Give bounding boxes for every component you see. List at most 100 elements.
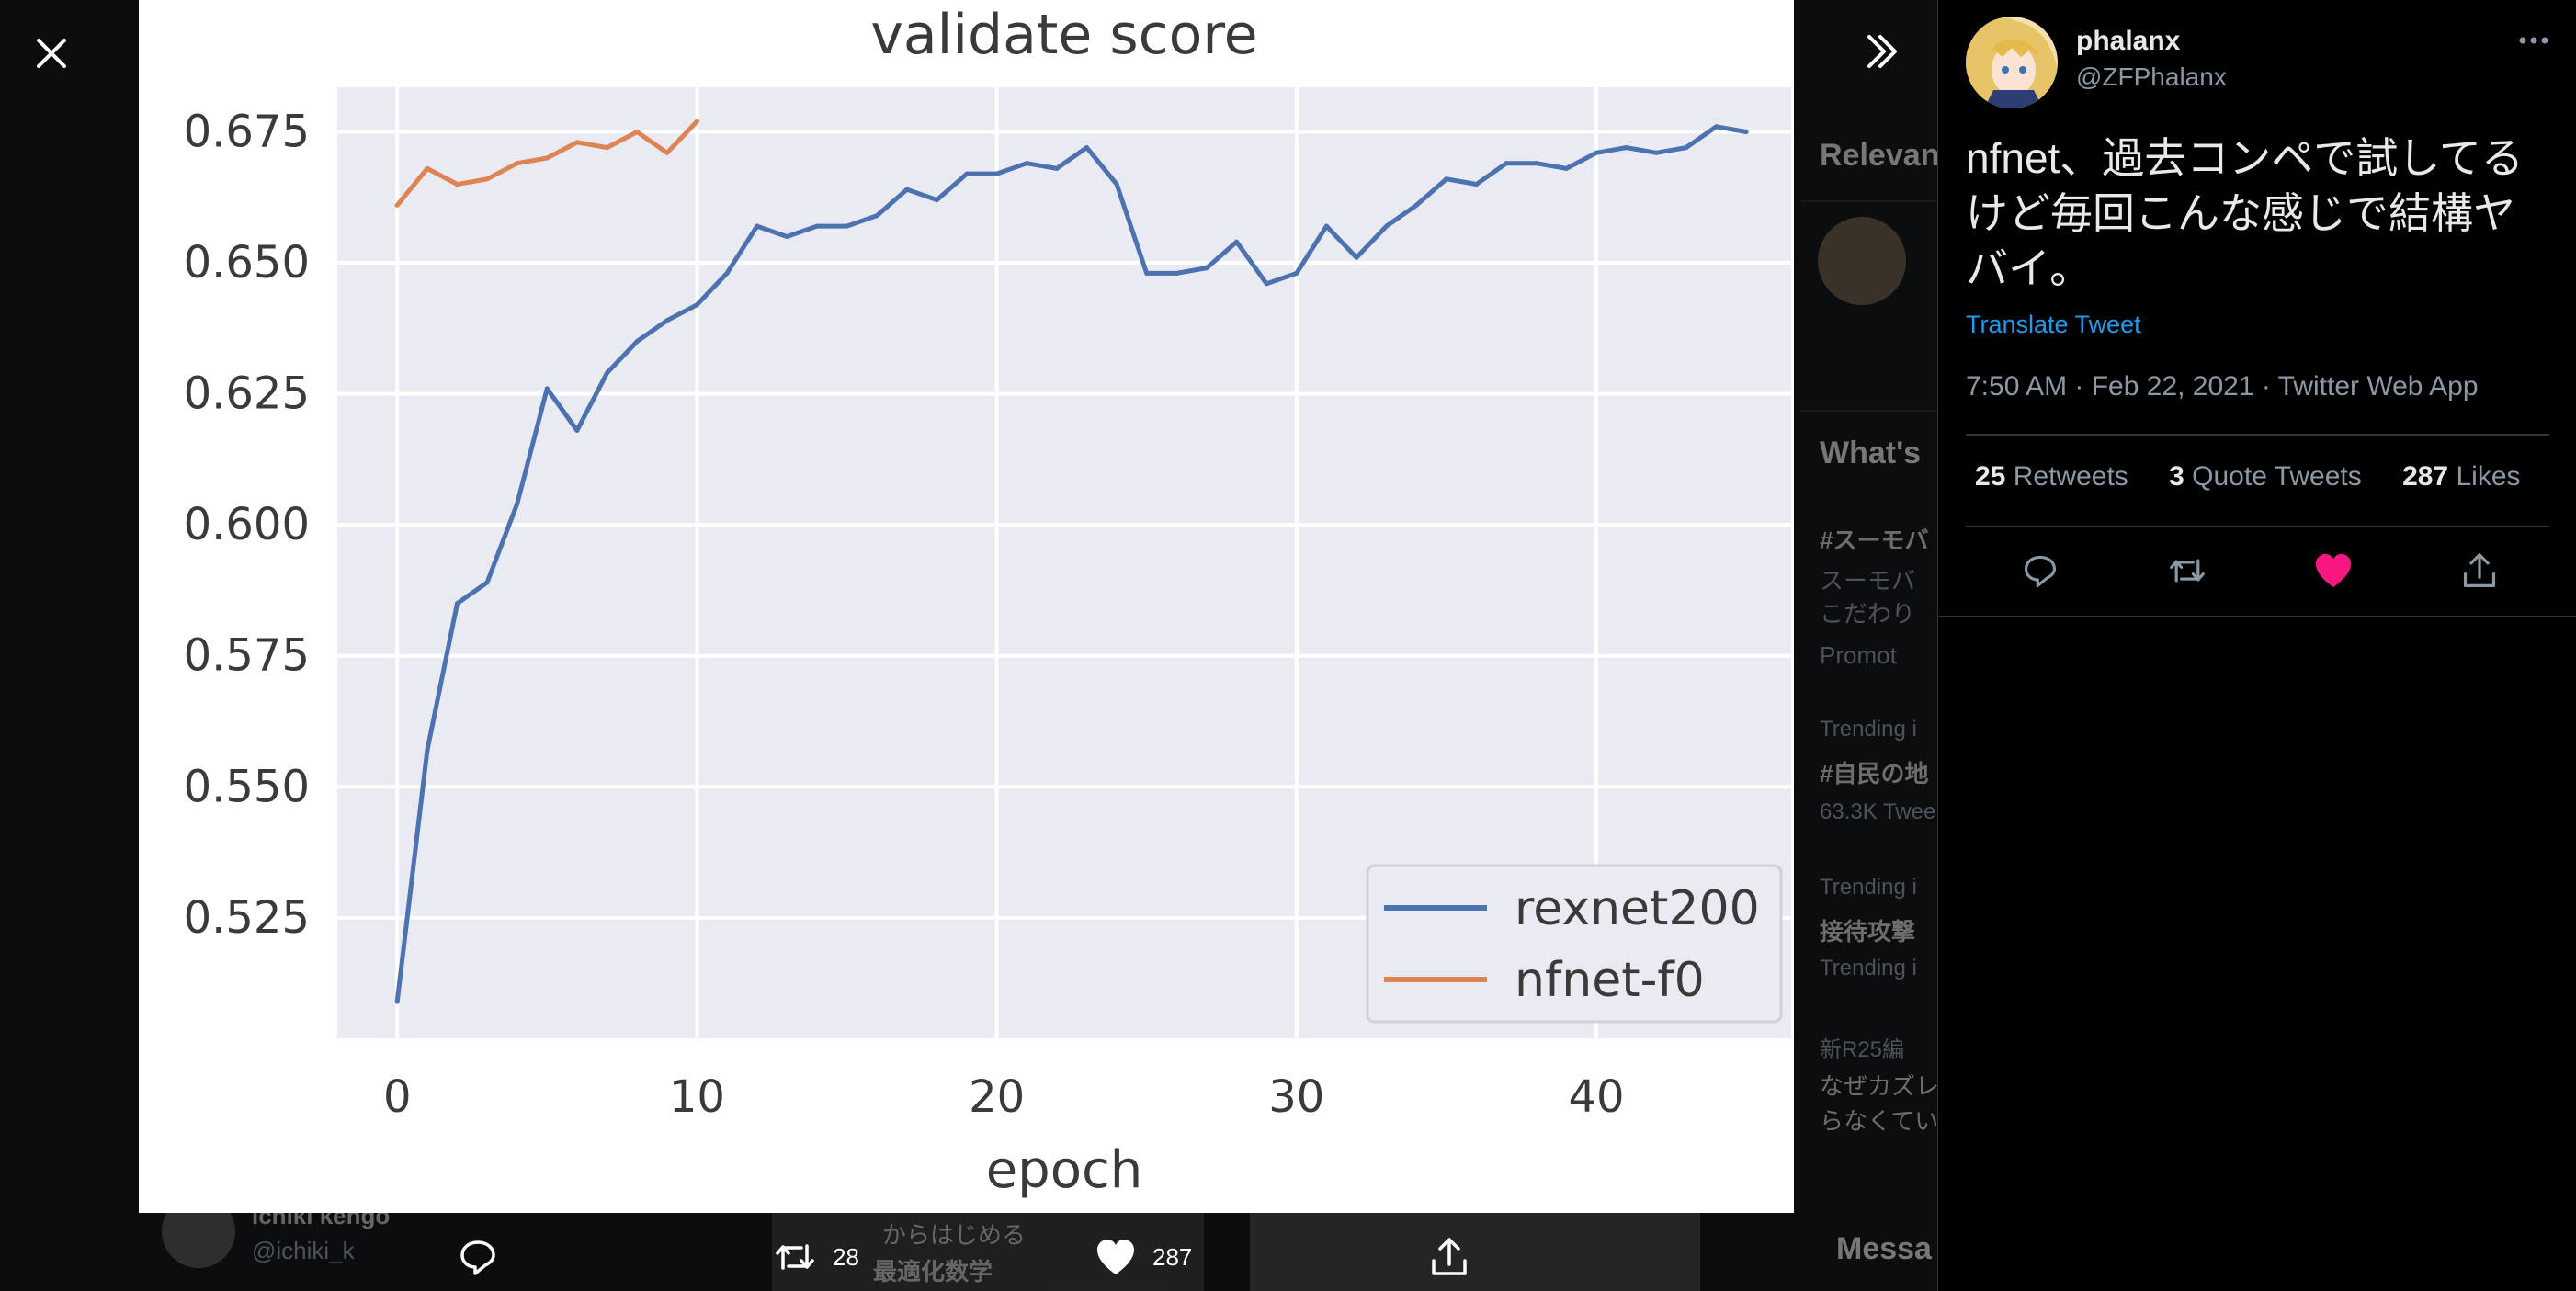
user-handle[interactable]: @ZFPhalanx bbox=[2076, 62, 2227, 91]
bg-thumbnail bbox=[1250, 1213, 1700, 1291]
bg-messages-label: Messa bbox=[1836, 1231, 1932, 1266]
data-point-rexnet200 bbox=[574, 428, 580, 434]
tweet-panel: phalanx @ZFPhalanx nfnet、過去コンペで試してるけど毎回こ… bbox=[1937, 0, 2576, 1291]
retweets-label: Retweets bbox=[2013, 461, 2128, 492]
reply-icon bbox=[460, 1240, 495, 1275]
bg-trend2-count: 63.3K Twee bbox=[1820, 799, 1936, 824]
data-point-rexnet200 bbox=[1563, 165, 1569, 171]
data-point-nfnet-f0 bbox=[544, 155, 550, 161]
data-point-rexnet200 bbox=[1534, 161, 1539, 166]
data-point-rexnet200 bbox=[1743, 129, 1749, 134]
bg-news-source: 新R25編 bbox=[1820, 1037, 1905, 1062]
reply-button[interactable] bbox=[458, 1229, 498, 1285]
data-point-rexnet200 bbox=[1114, 181, 1119, 187]
data-point-rexnet200 bbox=[845, 223, 850, 229]
data-point-rexnet200 bbox=[964, 171, 970, 176]
collapse-panel-button[interactable] bbox=[1856, 26, 1908, 77]
data-point-rexnet200 bbox=[934, 198, 939, 203]
close-button[interactable] bbox=[26, 28, 77, 79]
data-point-rexnet200 bbox=[1444, 176, 1449, 182]
data-point-rexnet200 bbox=[1174, 270, 1179, 276]
data-point-nfnet-f0 bbox=[664, 150, 670, 155]
tweet-timestamp[interactable]: 7:50 AM · Feb 22, 2021 · Twitter Web App bbox=[1966, 371, 2479, 402]
translate-tweet-link[interactable]: Translate Tweet bbox=[1966, 311, 2141, 338]
data-point-nfnet-f0 bbox=[574, 140, 580, 145]
data-point-rexnet200 bbox=[454, 601, 460, 606]
data-point-nfnet-f0 bbox=[394, 202, 400, 208]
likes-label: Likes bbox=[2456, 461, 2521, 492]
like-count: 287 bbox=[1152, 1242, 1193, 1271]
data-point-rexnet200 bbox=[1474, 181, 1480, 187]
data-point-rexnet200 bbox=[1234, 239, 1240, 244]
data-point-rexnet200 bbox=[1054, 165, 1060, 171]
data-point-rexnet200 bbox=[1264, 281, 1269, 287]
display-name[interactable]: phalanx bbox=[2076, 26, 2181, 56]
likes-stat[interactable]: 287 Likes bbox=[2402, 461, 2520, 493]
background-sidebar: Relevan What's #スーモバ スーモバ こだわり Promot Tr… bbox=[1801, 0, 1937, 1291]
bg-trend1-line2: こだわり bbox=[1820, 600, 1916, 628]
reply-icon bbox=[2024, 555, 2057, 587]
avatar[interactable] bbox=[1966, 17, 2058, 108]
data-point-rexnet200 bbox=[634, 339, 640, 345]
more-dots-icon bbox=[2519, 37, 2548, 44]
retweet-button[interactable]: 28 bbox=[774, 1229, 859, 1285]
data-point-rexnet200 bbox=[1684, 145, 1689, 151]
likes-count: 287 bbox=[2402, 461, 2449, 492]
data-point-rexnet200 bbox=[484, 580, 490, 585]
data-point-rexnet200 bbox=[724, 270, 730, 276]
like-button[interactable] bbox=[2310, 548, 2356, 594]
reply-button[interactable] bbox=[2017, 548, 2063, 594]
bg-trend1-line1: スーモバ bbox=[1820, 567, 1916, 595]
quotes-count: 3 bbox=[2169, 461, 2184, 492]
data-point-rexnet200 bbox=[394, 999, 400, 1004]
y-tick-label: 0.525 bbox=[184, 892, 310, 944]
share-button[interactable] bbox=[1430, 1229, 1469, 1285]
bg-news-line2: らなくてい bbox=[1820, 1107, 1937, 1135]
bg-trend3-tag: 接待攻撃 bbox=[1820, 918, 1916, 946]
media-image: 0.525 0.550 0.575 0.600 0.625 0.650 0.675 0 10 20… bbox=[139, 0, 1794, 1213]
y-tick-label: 0.600 bbox=[184, 499, 310, 550]
tweet-stats: 25 Retweets 3 Quote Tweets 287 Likes bbox=[1975, 461, 2554, 493]
data-point-rexnet200 bbox=[1624, 145, 1629, 151]
bg-trend1-promoted: Promot bbox=[1820, 641, 1897, 669]
data-point-nfnet-f0 bbox=[515, 161, 520, 166]
data-point-rexnet200 bbox=[1384, 223, 1390, 229]
retweets-stat[interactable]: 25 Retweets bbox=[1975, 461, 2128, 493]
data-point-rexnet200 bbox=[1294, 270, 1299, 276]
x-tick-label: 0 bbox=[383, 1071, 412, 1123]
like-button[interactable]: 287 bbox=[1095, 1229, 1192, 1285]
bg-divider bbox=[1801, 410, 1937, 412]
bg-thumb-text: からはじめる bbox=[882, 1221, 1027, 1249]
data-point-rexnet200 bbox=[694, 302, 699, 308]
data-point-rexnet200 bbox=[544, 386, 550, 391]
data-point-rexnet200 bbox=[784, 234, 789, 240]
data-point-rexnet200 bbox=[1594, 150, 1599, 155]
quote-tweets-stat[interactable]: 3 Quote Tweets bbox=[2169, 461, 2362, 493]
double-chevron-right-icon bbox=[1867, 35, 1897, 68]
data-point-rexnet200 bbox=[515, 501, 520, 506]
bg-relevant-heading: Relevan bbox=[1820, 138, 1937, 173]
retweet-icon bbox=[776, 1244, 814, 1270]
x-axis-label: epoch bbox=[986, 1140, 1143, 1200]
heart-filled-icon bbox=[2315, 553, 2352, 588]
bg-trend3-context2: Trending i bbox=[1820, 956, 1917, 980]
retweet-icon bbox=[2170, 559, 2205, 583]
tweet-text: nfnet、過去コンペで試してるけど毎回こんな感じで結構ヤバイ。 bbox=[1966, 134, 2524, 292]
divider bbox=[1966, 526, 2549, 527]
retweet-button[interactable] bbox=[2164, 548, 2210, 594]
close-icon bbox=[37, 39, 66, 68]
bg-user-handle: @ichiki_k bbox=[252, 1237, 355, 1264]
more-options-button[interactable] bbox=[2508, 18, 2559, 62]
data-point-rexnet200 bbox=[1653, 150, 1659, 155]
data-point-rexnet200 bbox=[755, 223, 760, 229]
data-point-rexnet200 bbox=[1024, 161, 1029, 166]
data-point-nfnet-f0 bbox=[425, 165, 430, 171]
data-point-rexnet200 bbox=[664, 318, 670, 323]
share-button[interactable] bbox=[2457, 548, 2502, 594]
data-point-rexnet200 bbox=[605, 370, 610, 376]
data-point-rexnet200 bbox=[1504, 161, 1509, 166]
y-tick-label: 0.575 bbox=[184, 630, 310, 682]
y-tick-label: 0.650 bbox=[184, 237, 310, 289]
data-point-nfnet-f0 bbox=[634, 129, 640, 134]
data-point-rexnet200 bbox=[1144, 270, 1150, 276]
